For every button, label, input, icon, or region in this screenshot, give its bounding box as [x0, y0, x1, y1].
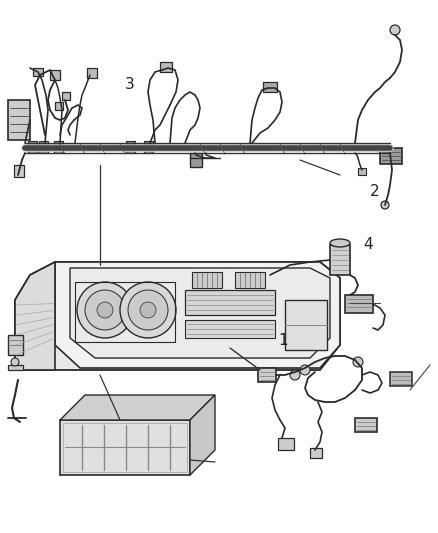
Circle shape [85, 290, 125, 330]
Polygon shape [310, 448, 322, 458]
Polygon shape [87, 68, 97, 78]
Polygon shape [55, 102, 63, 110]
Circle shape [97, 302, 113, 318]
Polygon shape [235, 272, 265, 288]
Polygon shape [330, 245, 350, 275]
Polygon shape [62, 92, 70, 100]
Circle shape [77, 282, 133, 338]
Polygon shape [70, 268, 330, 358]
Polygon shape [8, 100, 30, 140]
Circle shape [381, 201, 389, 209]
Circle shape [300, 365, 310, 375]
Ellipse shape [330, 239, 350, 247]
Text: 2: 2 [370, 184, 380, 199]
Circle shape [120, 282, 176, 338]
Polygon shape [50, 70, 60, 80]
Polygon shape [358, 168, 366, 175]
Circle shape [353, 357, 363, 367]
Polygon shape [55, 262, 340, 368]
Polygon shape [8, 365, 23, 370]
Polygon shape [15, 262, 55, 370]
Circle shape [140, 302, 156, 318]
Text: 1: 1 [278, 333, 288, 348]
Polygon shape [380, 148, 402, 164]
Circle shape [390, 25, 400, 35]
Polygon shape [258, 368, 276, 382]
Polygon shape [126, 141, 135, 153]
Polygon shape [185, 290, 275, 315]
Polygon shape [144, 141, 153, 153]
Polygon shape [14, 165, 24, 177]
Polygon shape [390, 372, 412, 386]
Polygon shape [190, 153, 202, 167]
Polygon shape [39, 141, 48, 153]
Polygon shape [33, 68, 43, 76]
Polygon shape [278, 438, 294, 450]
Polygon shape [8, 335, 23, 355]
Polygon shape [28, 141, 37, 153]
Circle shape [11, 358, 19, 366]
Polygon shape [160, 62, 172, 72]
Polygon shape [15, 262, 340, 370]
Text: 4: 4 [364, 237, 373, 252]
Polygon shape [345, 295, 373, 313]
Polygon shape [355, 418, 377, 432]
Polygon shape [60, 420, 190, 475]
Polygon shape [192, 272, 222, 288]
Polygon shape [190, 395, 215, 475]
Circle shape [128, 290, 168, 330]
Polygon shape [185, 320, 275, 338]
Polygon shape [263, 82, 277, 92]
Polygon shape [285, 300, 327, 350]
Text: 3: 3 [125, 77, 134, 92]
Polygon shape [60, 395, 215, 420]
Circle shape [290, 370, 300, 380]
Polygon shape [54, 141, 63, 153]
